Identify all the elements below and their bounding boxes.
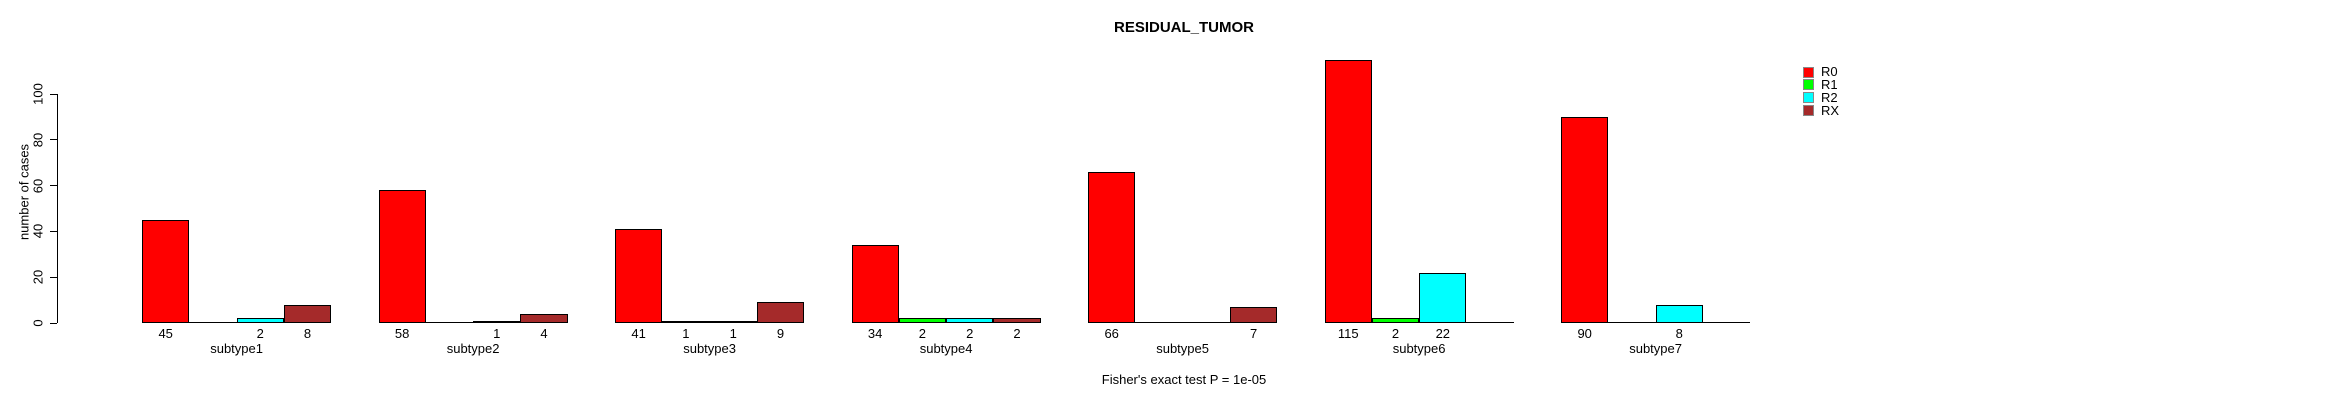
- category-label-subtype1: subtype1: [210, 341, 263, 356]
- y-axis-label: number of cases: [16, 143, 32, 241]
- legend-label-rx: RX: [1821, 102, 1840, 118]
- bar-value-r1-subtype4: 2: [918, 326, 927, 341]
- fisher-test-annotation: Fisher's exact test P = 1e-05: [1101, 372, 1267, 387]
- y-tick-mark: [50, 276, 57, 278]
- legend-label-r2: R2: [1821, 89, 1838, 105]
- bar-value-rx-subtype3: 9: [776, 326, 785, 341]
- category-label-subtype2: subtype2: [446, 341, 500, 356]
- legend-label-r1: R1: [1821, 76, 1838, 92]
- category-label-subtype3: subtype3: [683, 341, 736, 356]
- bar-value-r0-subtype1: 45: [158, 326, 173, 341]
- legend-swatch-r0: [1803, 66, 1814, 78]
- category-label-subtype4: subtype4: [919, 341, 973, 356]
- y-tick-label: 0: [30, 319, 46, 327]
- bar-r2-subtype6: [1419, 272, 1467, 323]
- bar-r1-subtype6: [1371, 318, 1420, 323]
- bar-r1-subtype4: [898, 318, 947, 323]
- y-tick-mark: [50, 139, 57, 141]
- legend-item-rx: RX: [1803, 102, 1840, 118]
- bar-value-r1-subtype3: 1: [682, 326, 690, 341]
- y-tick-label: 40: [30, 224, 46, 239]
- legend-swatch-r1: [1803, 79, 1814, 91]
- bar-r0-subtype1: [142, 219, 190, 323]
- y-tick-label: 100: [30, 83, 46, 105]
- legend-item-r1: R1: [1803, 76, 1838, 92]
- legend-swatch-rx: [1803, 105, 1814, 117]
- bar-r2-subtype4: [946, 318, 994, 323]
- y-tick-label: 80: [30, 132, 46, 148]
- x-axis-baseline: [1088, 322, 1278, 323]
- legend-label-r0: R0: [1821, 64, 1838, 79]
- bar-r2-subtype7: [1655, 304, 1703, 323]
- y-tick-mark: [50, 93, 57, 95]
- bar-r0-subtype7: [1561, 116, 1609, 323]
- bar-r0-subtype4: [851, 245, 899, 323]
- bar-value-r0-subtype2: 58: [394, 326, 410, 341]
- y-tick-mark: [50, 185, 57, 187]
- legend-item-r0: R0: [1803, 64, 1838, 79]
- bar-value-r0-subtype4: 34: [867, 326, 883, 341]
- bar-value-r2-subtype3: 1: [729, 326, 737, 341]
- bar-value-r0-subtype5: 66: [1104, 326, 1119, 341]
- bar-r2-subtype2: [473, 320, 521, 323]
- y-tick-label: 20: [30, 269, 46, 285]
- bar-value-rx-subtype5: 7: [1249, 326, 1258, 341]
- bar-value-r2-subtype1: 2: [256, 326, 264, 341]
- bar-r0-subtype6: [1324, 59, 1372, 323]
- y-axis-line: [57, 94, 58, 323]
- y-tick-mark: [50, 230, 57, 232]
- bar-value-r0-subtype6: 115: [1337, 326, 1359, 341]
- y-tick-mark: [50, 322, 57, 324]
- bar-value-r2-subtype4: 2: [966, 326, 974, 341]
- category-label-subtype7: subtype7: [1629, 341, 1682, 356]
- bar-r0-subtype2: [378, 190, 426, 323]
- category-label-subtype6: subtype6: [1392, 341, 1446, 356]
- chart-title: RESIDUAL_TUMOR: [1113, 19, 1255, 36]
- bar-value-r2-subtype6: 22: [1435, 326, 1451, 341]
- bar-r2-subtype3: [709, 320, 757, 323]
- bar-value-r2-subtype2: 1: [493, 326, 501, 341]
- bar-r2-subtype1: [236, 318, 284, 323]
- bar-rx-subtype1: [283, 304, 332, 323]
- category-label-subtype5: subtype5: [1156, 341, 1209, 356]
- bar-value-r2-subtype7: 8: [1675, 326, 1683, 341]
- bar-r0-subtype5: [1088, 171, 1136, 323]
- y-tick-label: 60: [30, 178, 46, 193]
- bar-r0-subtype3: [615, 229, 663, 323]
- bar-rx-subtype2: [520, 313, 568, 323]
- bar-value-rx-subtype1: 8: [303, 326, 312, 341]
- bar-value-rx-subtype4: 2: [1013, 326, 1021, 341]
- legend-item-r2: R2: [1803, 89, 1838, 105]
- bar-value-rx-subtype2: 4: [540, 326, 548, 341]
- bar-value-r0-subtype7: 90: [1577, 326, 1592, 341]
- bar-value-r0-subtype3: 41: [631, 326, 646, 341]
- bar-r1-subtype3: [662, 320, 710, 323]
- bar-value-r1-subtype6: 2: [1391, 326, 1400, 341]
- bar-rx-subtype3: [756, 302, 805, 323]
- bar-rx-subtype5: [1229, 307, 1278, 323]
- bar-rx-subtype4: [993, 318, 1041, 323]
- legend-swatch-r2: [1803, 92, 1814, 104]
